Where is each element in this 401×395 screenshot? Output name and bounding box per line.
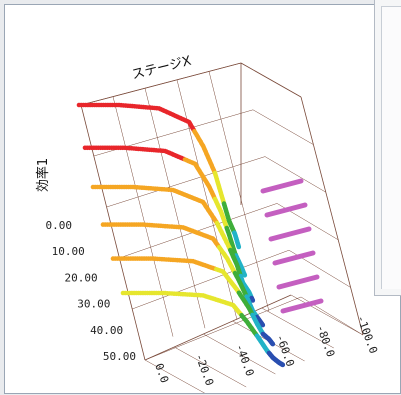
grid-line-floor <box>261 307 334 349</box>
projection-bar <box>260 178 304 194</box>
data-point <box>236 244 242 250</box>
projection-bar <box>272 250 316 266</box>
grid-frame-line <box>80 104 146 361</box>
data-point <box>280 362 286 368</box>
projection-bar <box>276 274 320 290</box>
grid-line-floor <box>174 346 247 388</box>
side-panel <box>374 0 401 296</box>
grid-line-side <box>264 156 326 193</box>
side-panel-inner <box>381 6 401 289</box>
grid-frame-line <box>300 96 364 336</box>
data-point <box>260 322 266 328</box>
grid-line-horizontal <box>80 62 242 106</box>
z-tick-label: 40.00 <box>90 324 123 337</box>
x-tick-label: -20.0 <box>193 352 217 388</box>
projection-bar <box>280 298 324 314</box>
x-tick-label: -80.0 <box>314 323 338 359</box>
3d-scatter-chart: 0.00 10.00 20.00 30.00 40.00 50.00 0.0 -20.0 -40… <box>35 54 380 393</box>
x-tick-label: 0.0 <box>152 362 171 385</box>
grid-line-vertical <box>208 71 270 312</box>
grid-line-side <box>252 109 314 145</box>
grid-line-floor <box>290 294 364 336</box>
z-axis-title: 効率1 <box>35 158 51 192</box>
grid-line-horizontal <box>144 296 302 361</box>
data-point <box>250 298 256 303</box>
grid-line-floor <box>203 333 276 375</box>
z-tick-label: 50.00 <box>103 350 136 363</box>
grid-line-vertical <box>176 79 238 320</box>
grid-line-side <box>240 62 302 98</box>
z-tick-label: 20.00 <box>64 271 97 284</box>
grid-line-floor <box>144 359 205 393</box>
plot-window: 0.00 10.00 20.00 30.00 40.00 50.00 0.0 -20.0 -40… <box>4 4 401 394</box>
grid-line-horizontal <box>119 203 278 259</box>
grid-line-horizontal <box>132 249 290 310</box>
z-tick-label: 30.00 <box>77 298 110 311</box>
x-tick-label: -100.0 <box>354 314 380 356</box>
grid-line-vertical <box>144 88 206 329</box>
grid-line-horizontal <box>106 156 266 208</box>
projection-bar <box>264 202 308 218</box>
projection-bar <box>268 226 312 242</box>
z-tick-label: 10.00 <box>52 245 85 258</box>
z-tick-label: 0.00 <box>46 219 73 232</box>
grid-frame-line <box>144 294 292 361</box>
data-point <box>270 341 276 347</box>
x-tick-label: -40.0 <box>233 342 257 378</box>
data-point <box>242 273 248 278</box>
grid-line-vertical <box>112 96 174 337</box>
